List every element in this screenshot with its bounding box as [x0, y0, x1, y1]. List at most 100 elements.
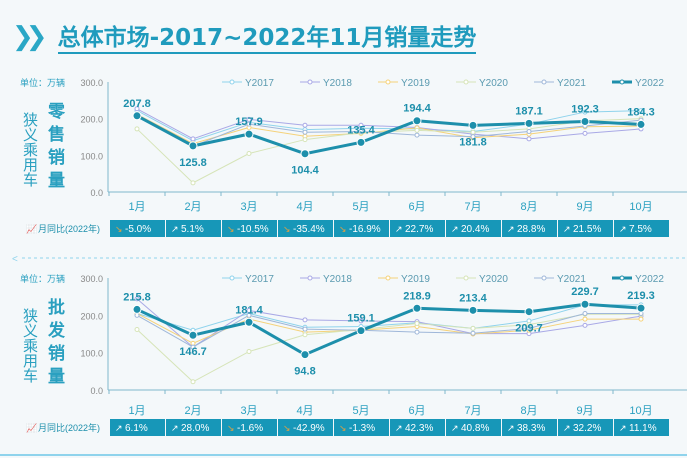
legend-marker [463, 79, 469, 85]
x-tick-label: 3月 [240, 201, 257, 213]
data-point-Y2020 [246, 349, 252, 355]
data-point-Y2017 [638, 108, 644, 114]
yoy-cell [334, 419, 389, 436]
y-tick-label: 0.0 [90, 386, 103, 396]
yoy-value: -1.3% [349, 423, 375, 434]
x-tick-label: 1月 [128, 201, 145, 213]
data-point-Y2021 [246, 121, 252, 127]
x-tick-label: 6月 [408, 405, 425, 417]
data-point-Y2018 [246, 307, 252, 313]
data-point-Y2022 [412, 116, 422, 126]
trend-up-icon: ↗ [451, 224, 459, 234]
unit-label: 单位：万辆 [20, 273, 65, 284]
yoy-cell [110, 220, 165, 237]
data-label: 146.7 [179, 346, 207, 358]
yoy-value: 6.1% [125, 423, 148, 434]
trend-up-icon: ↗ [619, 224, 627, 234]
data-point-Y2019 [638, 316, 644, 322]
yoy-value: 5.1% [181, 224, 204, 235]
data-label: 181.8 [459, 136, 487, 148]
data-point-Y2021 [470, 330, 476, 336]
legend-label: Y2018 [323, 274, 352, 285]
y-tick-label: 0.0 [90, 188, 103, 198]
data-point-Y2020 [246, 151, 252, 156]
yoy-cell [110, 419, 165, 436]
x-tick-label: 8月 [520, 405, 537, 417]
unit-label: 单位：万辆 [20, 77, 65, 88]
data-point-Y2020 [470, 325, 476, 331]
legend-marker [307, 275, 313, 281]
data-point-Y2022 [580, 299, 590, 309]
data-point-Y2022 [188, 330, 198, 340]
yoy-cell [278, 419, 333, 436]
data-point-Y2018 [582, 130, 588, 136]
yoy-cell [614, 419, 669, 436]
y-tick-label: 200.0 [80, 311, 103, 321]
trend-down-icon: ↘ [115, 224, 123, 234]
yoy-cell [222, 419, 277, 436]
data-point-Y2018 [246, 116, 252, 122]
yoy-value: -10.5% [237, 224, 269, 235]
trend-down-icon: ↘ [339, 224, 347, 234]
yoy-value: 42.3% [405, 423, 433, 434]
trend-up-icon: ↗ [171, 423, 179, 433]
data-point-Y2022 [300, 350, 310, 360]
yoy-cell [278, 220, 333, 237]
data-label: 94.8 [294, 366, 315, 378]
yoy-cell [446, 220, 501, 237]
legend-label: Y2017 [245, 78, 274, 89]
yoy-value: -42.9% [293, 423, 325, 434]
data-label: 184.3 [627, 106, 655, 118]
x-tick-label: 4月 [296, 405, 313, 417]
legend-label: Y2017 [245, 274, 274, 285]
trend-up-icon: ↗ [507, 224, 515, 234]
yoy-cell [558, 419, 613, 436]
trend-down-icon: ↘ [339, 423, 347, 433]
data-point-Y2021 [526, 129, 532, 134]
x-tick-label: 2月 [184, 201, 201, 213]
series-line-Y2022 [136, 302, 642, 357]
yoy-value: -5.0% [125, 224, 151, 235]
legend-marker [229, 275, 235, 281]
yoy-cell [558, 220, 613, 237]
legend-marker [385, 275, 391, 281]
data-point-Y2022 [132, 111, 142, 121]
data-point-Y2020 [190, 180, 196, 186]
yoy-cell [166, 419, 221, 436]
legend-label: Y2021 [557, 274, 586, 285]
page-title-block: ❯❯ 总体市场-2017~2022年11月销量走势 [12, 18, 477, 54]
data-label: 209.7 [515, 323, 543, 335]
trend-icon: 📈 [26, 422, 37, 433]
ratio-label: 月同比(2022年) [38, 223, 100, 234]
data-point-Y2022 [636, 303, 646, 313]
side-label: 狭义乘用车 [21, 308, 39, 383]
series-line-Y2022 [136, 114, 642, 156]
data-point-Y2020 [302, 332, 308, 338]
data-point-Y2021 [358, 129, 364, 134]
yoy-value: 21.5% [573, 224, 601, 235]
data-point-Y2020 [302, 137, 308, 143]
trend-up-icon: ↗ [563, 423, 571, 433]
x-tick-label: 2月 [184, 405, 201, 417]
legend-label: Y2020 [479, 274, 508, 285]
side-label: 狭义乘用车 [21, 112, 39, 187]
yoy-cell [446, 419, 501, 436]
yoy-cell [390, 220, 445, 237]
data-point-Y2018 [134, 106, 140, 112]
x-tick-label: 5月 [352, 405, 369, 417]
data-label: 218.9 [403, 290, 431, 302]
yoy-cell [502, 220, 557, 237]
yoy-cell [222, 220, 277, 237]
series-line-Y2018 [136, 108, 642, 140]
legend-marker [619, 275, 625, 281]
data-point-Y2021 [302, 129, 308, 135]
data-point-Y2020 [470, 129, 476, 135]
yoy-value: 22.7% [405, 224, 433, 235]
arrow-left-icon: < [12, 254, 18, 265]
data-label: 207.8 [123, 98, 151, 110]
trend-up-icon: ↗ [451, 423, 459, 433]
y-tick-label: 100.0 [80, 349, 103, 359]
data-point-Y2020 [414, 127, 420, 133]
data-point-Y2022 [412, 303, 422, 313]
